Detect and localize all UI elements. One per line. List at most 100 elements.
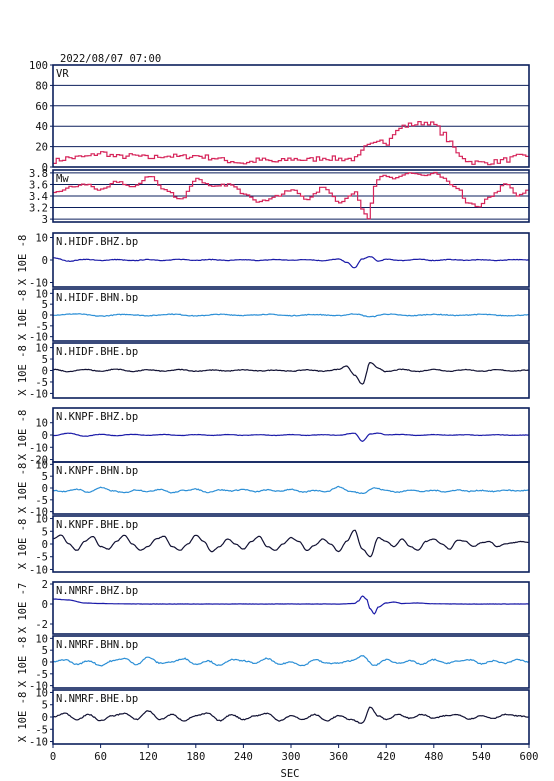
y-tick-label: 10: [35, 687, 48, 699]
trace-line: [52, 313, 530, 318]
panel-frame: [52, 515, 530, 573]
panel-1: 0 20 40 60 80 100 VR: [29, 60, 530, 174]
y-tick-label: 60: [35, 101, 48, 113]
panel-frame: [52, 342, 530, 399]
x-tick-label: 300: [282, 751, 301, 763]
y-axis-label: X 10E -8: [17, 637, 29, 688]
panel-frame: [52, 232, 530, 288]
y-tick-label: 0: [42, 310, 48, 322]
y-tick-label: -10: [29, 564, 48, 576]
y-tick-label: -5: [35, 377, 48, 389]
x-tick-label: 120: [139, 751, 158, 763]
x-axis: 0 60 120 180 240 300 360 420 480 540 600: [50, 744, 539, 763]
trace-line: [52, 485, 529, 495]
x-tick-label: 180: [186, 751, 205, 763]
y-tick-label: 10: [35, 343, 48, 355]
y-tick-label: 10: [35, 233, 48, 245]
y-tick-label: 3: [42, 214, 48, 226]
panel-label: N.KNPF.BHE.bp: [56, 519, 138, 531]
panel-label: VR: [56, 68, 69, 80]
trace-line: [52, 529, 530, 558]
y-tick-label: -5: [35, 724, 48, 736]
y-tick-label: 10: [35, 418, 48, 430]
y-tick-label: 0: [42, 430, 48, 442]
y-tick-label: -2: [35, 619, 48, 631]
panel-frame: [52, 169, 530, 223]
y-axis-label: X 10E -8: [17, 345, 29, 396]
y-tick-label: 10: [35, 633, 48, 645]
y-tick-label: 100: [29, 60, 48, 72]
y-tick-label: 10: [35, 288, 48, 300]
panel-frame: [52, 581, 530, 635]
trace-line: [52, 361, 530, 385]
x-tick-label: 0: [50, 751, 56, 763]
y-tick-label: 20: [35, 142, 48, 154]
y-tick-label: 0: [42, 657, 48, 669]
x-tick-label: 240: [234, 751, 253, 763]
y-tick-label: -10: [29, 681, 48, 693]
panel-frame: [52, 288, 530, 342]
y-axis-label: X 10E -8: [17, 463, 29, 514]
y-tick-label: 3.4: [29, 191, 48, 203]
panel-frame: [52, 635, 530, 689]
trace-line: [53, 120, 530, 166]
y-tick-label: 2: [42, 579, 48, 591]
y-axis-label: X 10E -8: [17, 235, 29, 286]
y-tick-label: -5: [35, 495, 48, 507]
y-tick-label: 5: [42, 700, 48, 712]
panel-label: N.NMRF.BHZ.bp: [56, 585, 138, 597]
y-tick-label: 40: [35, 121, 48, 133]
panel-label: N.NMRF.BHN.bp: [56, 639, 138, 651]
y-tick-label: -10: [29, 442, 48, 454]
y-tick-label: 0: [42, 712, 48, 724]
panel-label: N.HIDF.BHZ.bp: [56, 236, 138, 248]
panel-frame: [52, 64, 530, 168]
trace-line: [52, 655, 530, 667]
panel-9: -2 0 2 N.NMRF.BHZ.bp X 10E -7: [17, 579, 530, 635]
x-tick-label: 540: [472, 751, 491, 763]
y-tick-label: 0: [42, 255, 48, 267]
y-axis-label: X 10E -8: [17, 410, 29, 461]
panel-label: N.HIDF.BHN.bp: [56, 292, 138, 304]
y-tick-label: 3.2: [29, 203, 48, 215]
y-tick-label: 0: [42, 162, 48, 174]
y-tick-label: 3.8: [29, 168, 48, 180]
panel-label: N.KNPF.BHZ.bp: [56, 411, 138, 423]
x-tick-label: 600: [520, 751, 539, 763]
y-tick-label: 0: [42, 539, 48, 551]
panel-3: -10 0 10 N.HIDF.BHZ.bp X 10E -8: [17, 232, 530, 290]
x-tick-label: 420: [377, 751, 396, 763]
x-axis-label: SEC: [281, 768, 300, 780]
datetime-header: 2022/08/07 07:00: [60, 53, 161, 65]
y-tick-label: -10: [29, 507, 48, 519]
panel-frame: [52, 461, 530, 515]
y-axis-label: X 10E -7: [17, 583, 29, 634]
panel-label: N.HIDF.BHE.bp: [56, 346, 138, 358]
y-tick-label: 5: [42, 354, 48, 366]
panel-label: N.KNPF.BHN.bp: [56, 465, 138, 477]
y-axis-label: X 10E -8: [17, 692, 29, 743]
panel-label: N.NMRF.BHE.bp: [56, 693, 138, 705]
y-tick-label: 10: [35, 459, 48, 471]
trace-line: [53, 171, 530, 220]
x-tick-label: 480: [424, 751, 443, 763]
trace-line: [52, 595, 530, 615]
panel-2: 33.23.43.63.8 Mw: [29, 168, 530, 226]
x-tick-label: 60: [94, 751, 107, 763]
y-axis-label: X 10E -8: [17, 519, 29, 570]
y-tick-label: 0: [42, 483, 48, 495]
y-axis-label: X 10E -8: [17, 290, 29, 341]
y-tick-label: -5: [35, 669, 48, 681]
y-tick-label: 5: [42, 526, 48, 538]
trace-line: [52, 255, 530, 269]
y-tick-label: -10: [29, 388, 48, 400]
y-tick-label: -10: [29, 737, 48, 749]
y-tick-label: -10: [29, 332, 48, 344]
y-tick-label: 0: [42, 366, 48, 378]
